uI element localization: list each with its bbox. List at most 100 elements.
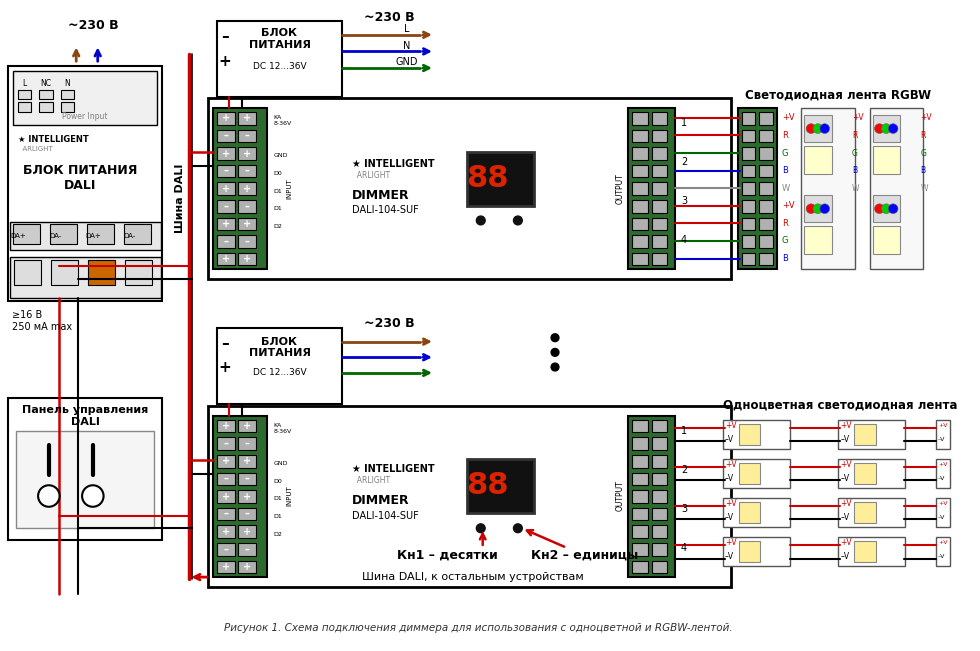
Text: –: – bbox=[245, 131, 250, 141]
Text: GND: GND bbox=[273, 154, 288, 158]
Text: 1: 1 bbox=[681, 118, 687, 128]
FancyBboxPatch shape bbox=[723, 459, 790, 488]
Text: D2: D2 bbox=[273, 532, 282, 536]
Circle shape bbox=[820, 204, 830, 214]
Text: GND: GND bbox=[273, 462, 288, 466]
FancyBboxPatch shape bbox=[632, 525, 648, 538]
Text: ★ INTELLIGENT: ★ INTELLIGENT bbox=[18, 135, 88, 144]
FancyBboxPatch shape bbox=[742, 182, 756, 195]
Circle shape bbox=[874, 124, 884, 133]
FancyBboxPatch shape bbox=[632, 490, 648, 503]
FancyBboxPatch shape bbox=[652, 490, 667, 503]
Text: –V: –V bbox=[840, 435, 850, 444]
Text: –: – bbox=[220, 336, 228, 351]
FancyBboxPatch shape bbox=[208, 406, 731, 587]
Text: D1: D1 bbox=[273, 206, 282, 211]
FancyBboxPatch shape bbox=[14, 260, 41, 285]
FancyBboxPatch shape bbox=[742, 217, 756, 230]
FancyBboxPatch shape bbox=[632, 473, 648, 485]
Text: DALI-104-SUF: DALI-104-SUF bbox=[352, 204, 418, 215]
Text: +V: +V bbox=[840, 421, 852, 430]
FancyBboxPatch shape bbox=[738, 108, 777, 270]
Circle shape bbox=[881, 204, 891, 214]
Text: R: R bbox=[782, 219, 788, 228]
Text: NC: NC bbox=[40, 79, 51, 88]
FancyBboxPatch shape bbox=[872, 146, 900, 174]
Text: +: + bbox=[221, 527, 229, 536]
Text: INPUT: INPUT bbox=[286, 178, 292, 199]
FancyBboxPatch shape bbox=[61, 90, 74, 100]
Text: L: L bbox=[404, 24, 410, 34]
FancyBboxPatch shape bbox=[739, 541, 760, 562]
FancyBboxPatch shape bbox=[652, 253, 667, 266]
FancyBboxPatch shape bbox=[632, 147, 648, 160]
FancyBboxPatch shape bbox=[652, 217, 667, 230]
Text: DC 12...36V: DC 12...36V bbox=[253, 62, 307, 70]
FancyBboxPatch shape bbox=[217, 490, 234, 503]
Text: +V: +V bbox=[938, 462, 948, 467]
Text: +V: +V bbox=[782, 113, 795, 122]
Text: +: + bbox=[243, 562, 251, 572]
Text: –V: –V bbox=[840, 474, 850, 483]
Text: +: + bbox=[221, 421, 229, 431]
FancyBboxPatch shape bbox=[869, 108, 923, 270]
FancyBboxPatch shape bbox=[805, 195, 832, 223]
FancyBboxPatch shape bbox=[16, 430, 155, 528]
FancyBboxPatch shape bbox=[628, 108, 675, 270]
FancyBboxPatch shape bbox=[217, 473, 234, 485]
Circle shape bbox=[514, 216, 522, 225]
Text: 88: 88 bbox=[466, 471, 509, 500]
Text: +V: +V bbox=[920, 113, 932, 122]
Text: DC 12...36V: DC 12...36V bbox=[253, 368, 307, 378]
Text: +: + bbox=[219, 359, 231, 374]
Text: БЛОК ПИТАНИЯ
DALI: БЛОК ПИТАНИЯ DALI bbox=[23, 165, 137, 193]
FancyBboxPatch shape bbox=[217, 200, 234, 213]
FancyBboxPatch shape bbox=[652, 437, 667, 450]
FancyBboxPatch shape bbox=[652, 525, 667, 538]
FancyBboxPatch shape bbox=[652, 508, 667, 520]
Text: –: – bbox=[245, 509, 250, 519]
Circle shape bbox=[888, 204, 898, 214]
FancyBboxPatch shape bbox=[872, 115, 900, 143]
Text: W: W bbox=[852, 184, 859, 193]
FancyBboxPatch shape bbox=[13, 71, 158, 125]
FancyBboxPatch shape bbox=[632, 235, 648, 248]
Text: G: G bbox=[920, 148, 926, 158]
FancyBboxPatch shape bbox=[238, 490, 256, 503]
FancyBboxPatch shape bbox=[742, 112, 756, 125]
Text: –: – bbox=[245, 544, 250, 554]
Text: ARLIGHT: ARLIGHT bbox=[18, 146, 52, 152]
FancyBboxPatch shape bbox=[632, 543, 648, 555]
Text: DIMMER: DIMMER bbox=[352, 189, 410, 202]
Text: +: + bbox=[243, 456, 251, 466]
Text: G: G bbox=[852, 148, 858, 158]
FancyBboxPatch shape bbox=[217, 130, 234, 143]
FancyBboxPatch shape bbox=[652, 182, 667, 195]
Text: Рисунок 1. Схема подключения диммера для использования с одноцветной и RGBW-лент: Рисунок 1. Схема подключения диммера для… bbox=[224, 623, 733, 633]
Text: G: G bbox=[782, 236, 788, 245]
Text: +: + bbox=[243, 113, 251, 123]
Text: Светодиодная лента RGBW: Светодиодная лента RGBW bbox=[746, 89, 931, 102]
Text: 3: 3 bbox=[681, 196, 687, 206]
FancyBboxPatch shape bbox=[238, 112, 256, 125]
FancyBboxPatch shape bbox=[13, 225, 40, 244]
Circle shape bbox=[813, 124, 823, 133]
Text: D0: D0 bbox=[273, 171, 282, 176]
Text: GND: GND bbox=[395, 57, 417, 67]
FancyBboxPatch shape bbox=[632, 508, 648, 520]
Circle shape bbox=[807, 204, 816, 214]
Text: ARLIGHT: ARLIGHT bbox=[352, 171, 390, 180]
FancyBboxPatch shape bbox=[124, 225, 152, 244]
FancyBboxPatch shape bbox=[760, 235, 773, 248]
Text: ★ INTELLIGENT: ★ INTELLIGENT bbox=[352, 464, 434, 474]
Text: –V: –V bbox=[725, 435, 734, 444]
Text: +: + bbox=[221, 456, 229, 466]
Text: +V: +V bbox=[938, 501, 948, 506]
FancyBboxPatch shape bbox=[742, 253, 756, 266]
Text: +V: +V bbox=[938, 540, 948, 546]
Text: +: + bbox=[221, 492, 229, 501]
Text: B: B bbox=[920, 166, 925, 175]
FancyBboxPatch shape bbox=[723, 537, 790, 566]
Text: DIMMER: DIMMER bbox=[352, 494, 410, 507]
FancyBboxPatch shape bbox=[632, 130, 648, 143]
